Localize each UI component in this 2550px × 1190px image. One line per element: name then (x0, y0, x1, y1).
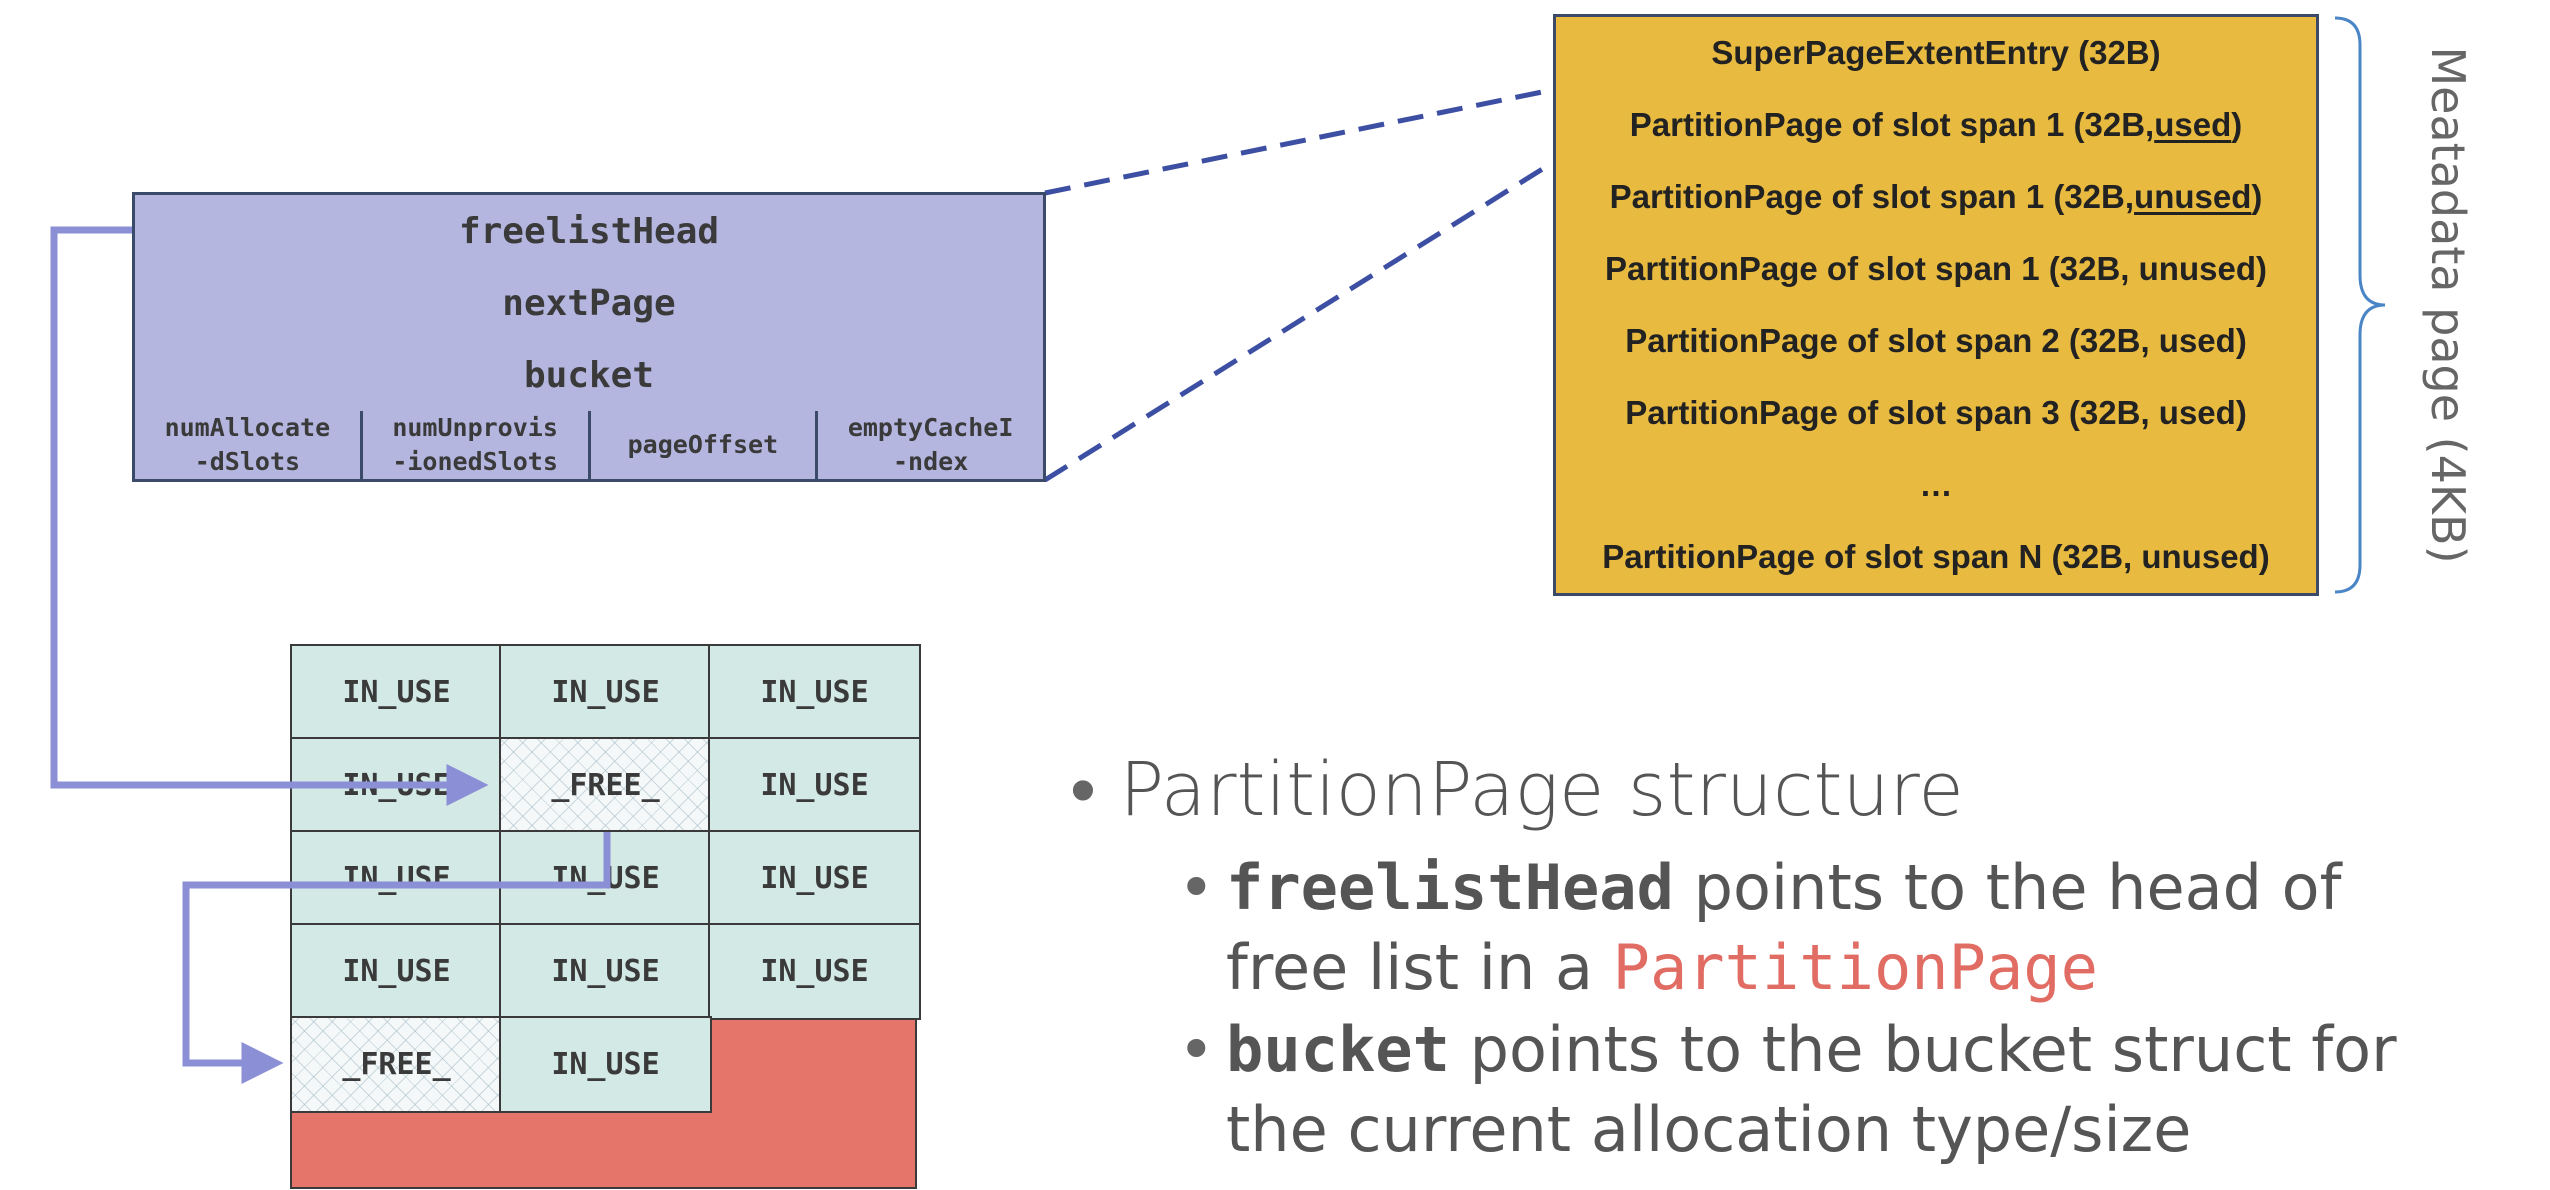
slot-r2-c3: IN_USE (708, 737, 921, 834)
metadata-brace (2334, 16, 2386, 594)
code-freelist-head: freelistHead (1226, 851, 1674, 924)
field-num-unprovisioned-slots: numUnprovis -ionedSlots (363, 411, 591, 479)
slot-r4-c1: IN_USE (290, 923, 503, 1020)
sub2-text2: the current allocation type/size (1226, 1093, 2192, 1166)
dashed-line-bottom (1043, 160, 1554, 483)
slot-r5-c2: IN_USE (499, 1016, 712, 1113)
sub2-text1: points to the bucket struct for (1449, 1013, 2397, 1086)
code-partition-page: PartitionPage (1612, 931, 2098, 1004)
sub-bullet-dot-icon: • (1178, 1013, 1215, 1086)
slot-r2-c2-free: _FREE_ (499, 737, 712, 834)
slot-r4-c2: IN_USE (499, 923, 712, 1020)
slot-r1-c1: IN_USE (290, 644, 503, 741)
freelist-head-arrow (50, 226, 489, 806)
slot-r5-c1-free: _FREE_ (290, 1016, 503, 1113)
metadata-row-super-page-extent-entry: SuperPageExtentEntry (32B) (1556, 17, 2316, 92)
metadata-row-slot-span-n-unused: PartitionPage of slot span N (32B, unuse… (1556, 521, 2316, 593)
sub1-text2: free list in a (1226, 931, 1613, 1004)
sub-bullet-dot-icon: • (1178, 851, 1215, 924)
field-empty-cache-index: emptyCacheI -ndex (847, 413, 1014, 476)
slot-r4-c3: IN_USE (708, 923, 921, 1020)
slot-r1-c3: IN_USE (708, 644, 921, 741)
bullet-dot-icon: • (1070, 747, 1120, 833)
dashed-line-top (1044, 87, 1553, 196)
partition-page-struct: freelistHead nextPage bucket numAllocate… (132, 192, 1046, 482)
code-bucket: bucket (1226, 1013, 1450, 1086)
unprovisioned-region-right (708, 1014, 917, 1114)
bullet-partition-page-structure: • PartitionPage structure (1070, 745, 1964, 835)
free-slot-next-arrow (182, 832, 611, 1084)
sub-bullet-bucket: • bucket points to the bucket struct for… (1178, 1010, 2518, 1170)
sub-bullet-freelist-head: • freelistHead points to the head of fre… (1178, 848, 2518, 1008)
sub1-text1: points to the head of (1673, 851, 2342, 924)
field-num-allocated-slots: numAllocate -dSlots (135, 411, 363, 479)
metadata-page: SuperPageExtentEntry (32B) PartitionPage… (1553, 14, 2319, 596)
bullet-title: PartitionPage structure (1119, 747, 1964, 833)
metadata-row-slot-span-3-used: PartitionPage of slot span 3 (32B, used) (1556, 377, 2316, 452)
field-page-offset: pageOffset (591, 411, 819, 479)
field-counters-row: numAllocate -dSlots numUnprovis -ionedSl… (135, 411, 1043, 479)
